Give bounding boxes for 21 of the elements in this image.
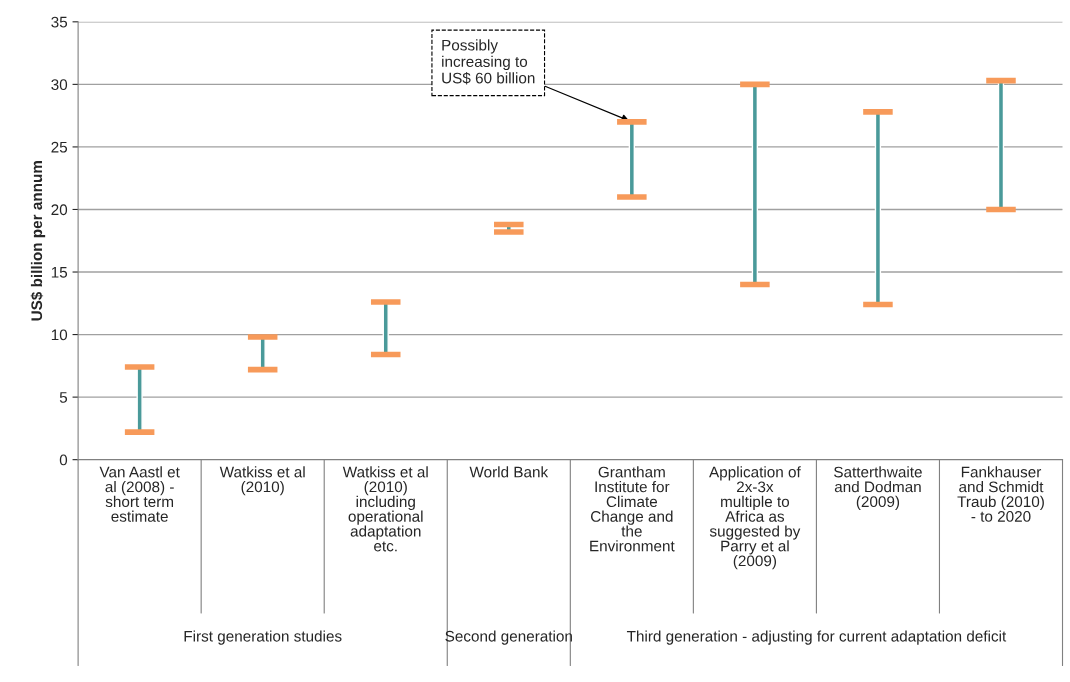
x-tick-label: Satterthwaite and Dodman (2009) — [834, 466, 922, 511]
y-tick-label: 35 — [51, 16, 68, 28]
y-tick-label: 25 — [51, 141, 68, 153]
x-tick-label: Watkiss et al (2010) including operational adaptation etc. — [342, 466, 428, 552]
y-tick-label: 10 — [51, 329, 68, 341]
text: Third generation - adjusting for current adaptation deficit — [626, 630, 1007, 645]
y-tick-label: 20 — [51, 204, 68, 216]
x-tick-label: Fankhauser and Schmidt Traub (2010) - to 2020 — [957, 466, 1044, 522]
y-tick-label: 0 — [59, 454, 68, 466]
x-tick-label: World Bank — [469, 466, 549, 478]
y-tick-label: 5 — [59, 392, 68, 403]
text: Second generation — [445, 630, 572, 645]
y-tick-label: 15 — [51, 267, 68, 278]
text: First generation studies — [184, 630, 342, 645]
annotation: Possibly increasing to US$ 60 billion — [442, 39, 535, 85]
x-tick-label: Van Aastl et al (2008) - short term estimate — [99, 466, 180, 522]
x-tick-label: Watkiss et al (2010) — [219, 466, 305, 496]
y-axis-title: US$ billion per annum — [30, 161, 46, 321]
y-tick-label: 30 — [51, 79, 68, 91]
x-tick-label: Grantham Institute for Climate Change and the Environment — [590, 466, 675, 552]
x-tick-label: Application of 2x-3x multiple to Africa as suggested by Parry et al (2009) — [709, 466, 801, 570]
